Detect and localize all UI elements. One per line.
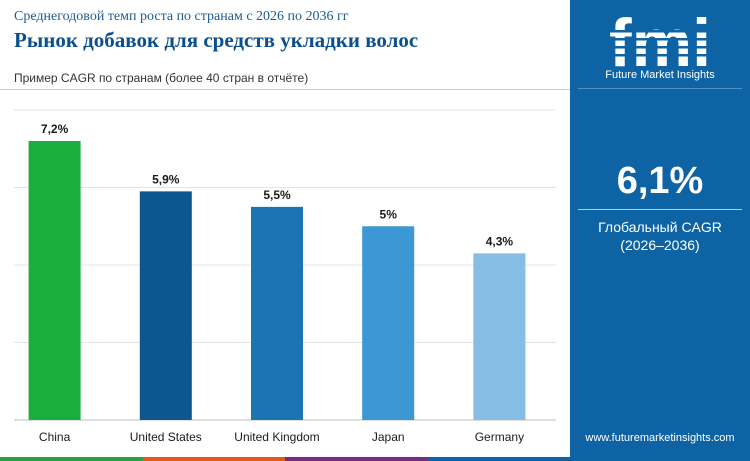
logo-letters: fmi — [609, 8, 711, 80]
bar-chart: 7,2% China 5,9% United States 5,5% United Kin… — [14, 109, 556, 444]
data-label: 5,5% — [263, 188, 291, 202]
data-label: 7,2% — [41, 122, 69, 136]
caption-divider — [0, 89, 570, 90]
data-label: 5,9% — [152, 172, 180, 186]
logo-tagline: Future Market Insights — [605, 69, 715, 81]
global-cagr-period: (2026–2036) — [620, 237, 700, 253]
bar-china — [28, 141, 81, 420]
stripe-purple — [285, 457, 428, 461]
data-label: 4,3% — [486, 234, 514, 248]
chart-caption: Пример CAGR по странам (более 40 стран в… — [14, 71, 309, 85]
x-tick-label: United States — [130, 430, 202, 444]
bar-germany — [473, 253, 526, 420]
logo-divider — [578, 88, 742, 89]
chart-panel: Среднегодовой темп роста по странам с 20… — [0, 9, 570, 444]
fmi-logo: fmi — [594, 8, 726, 80]
stripe-orange — [142, 457, 285, 461]
data-label: 5% — [380, 207, 398, 221]
website-link[interactable]: www.futuremarketinsights.com — [585, 432, 735, 444]
cagr-divider — [578, 209, 742, 210]
sidebar: fmi Future Market Insights 6,1% Глобальн… — [570, 0, 750, 461]
stripe-blue — [427, 457, 570, 461]
global-cagr-value: 6,1% — [616, 160, 704, 202]
chart-title: Рынок добавок для средств укладки волос — [14, 28, 419, 52]
stripe-green — [0, 457, 143, 461]
chart-subtitle: Среднегодовой темп роста по странам с 20… — [14, 9, 349, 24]
x-tick-label: Germany — [475, 430, 524, 444]
global-cagr-label: Глобальный CAGR — [598, 219, 722, 235]
bar-united-kingdom — [251, 206, 303, 420]
bar-japan — [362, 226, 415, 420]
bottom-color-stripe — [0, 457, 570, 461]
x-tick-label: Japan — [372, 430, 405, 444]
x-tick-label: United Kingdom — [234, 430, 319, 444]
x-tick-label: China — [39, 430, 71, 444]
bar-united-states — [139, 191, 192, 420]
